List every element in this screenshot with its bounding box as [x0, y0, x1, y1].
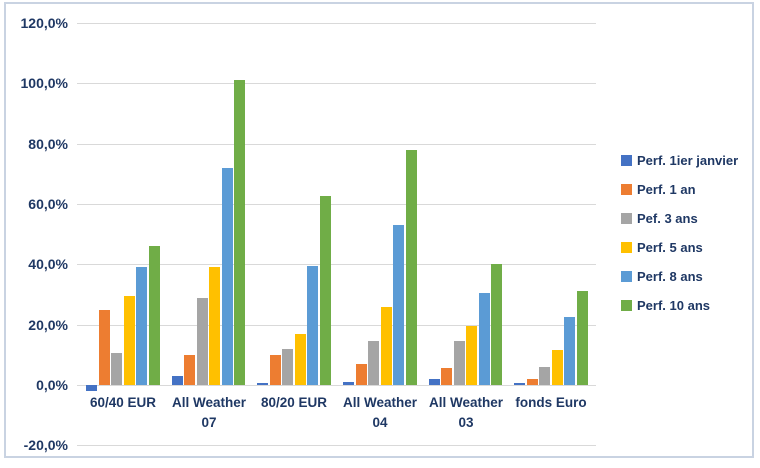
bar-perf-10-ans-all-weather-04 [406, 150, 417, 385]
legend-label: Perf. 5 ans [637, 239, 703, 255]
bar-pef-3-ans-60-40-eur [111, 353, 122, 385]
y-tick-label: 120,0% [20, 15, 68, 31]
legend-item-perf-8-ans: Perf. 8 ans [621, 266, 738, 286]
bar-perf-10-ans-fonds-euro [577, 291, 588, 385]
bar-perf-8-ans-all-weather-07 [222, 168, 233, 385]
gridline-0 [77, 385, 596, 386]
bar-perf-8-ans-80-20-eur [307, 266, 318, 385]
legend-swatch-icon [621, 154, 632, 166]
category-label-line: All Weather [428, 395, 504, 410]
gridline-60 [77, 204, 596, 205]
legend-item-perf-1ier-janvier: Perf. 1ier janvier [621, 150, 738, 170]
category-label-line: 03 [458, 415, 474, 430]
legend-item-perf-1-an: Perf. 1 an [621, 179, 738, 199]
category-label-line: All Weather [342, 395, 418, 410]
bar-perf-5-ans-60-40-eur [124, 296, 135, 385]
legend-label: Perf. 8 ans [637, 268, 703, 284]
bar-perf-8-ans-60-40-eur [136, 267, 147, 385]
y-tick-label: 0,0% [36, 377, 68, 393]
bar-perf-1ier-janvier-all-weather-07 [172, 376, 183, 385]
category-label-all-weather-04: All Weather 04 [335, 393, 425, 433]
bar-pef-3-ans-all-weather-03 [454, 341, 465, 385]
bar-perf-1ier-janvier-fonds-euro [514, 383, 525, 385]
gridline-40 [77, 264, 596, 265]
category-label-line: fonds Euro [515, 395, 587, 410]
category-label-line: 07 [201, 415, 217, 430]
gridline-100 [77, 83, 596, 84]
category-label-all-weather-07: All Weather 07 [164, 393, 254, 433]
bar-perf-1-an-60-40-eur [99, 310, 110, 385]
y-tick-label: 80,0% [28, 136, 68, 152]
bar-perf-1ier-janvier-all-weather-04 [343, 382, 354, 385]
bar-perf-10-ans-all-weather-07 [234, 80, 245, 385]
bar-perf-1-an-80-20-eur [270, 355, 281, 385]
bar-perf-1-an-fonds-euro [527, 379, 538, 385]
bar-perf-1-an-all-weather-07 [184, 355, 195, 385]
legend-label: Perf. 1ier janvier [637, 152, 739, 168]
bar-pef-3-ans-all-weather-07 [197, 298, 208, 385]
legend: Perf. 1ier janvier Perf. 1 an Pef. 3 ans Pe… [621, 150, 738, 324]
bar-perf-1-an-all-weather-03 [441, 368, 452, 385]
legend-swatch-icon [621, 241, 632, 253]
category-label-line: 04 [372, 415, 388, 430]
category-label-line: All Weather [171, 395, 247, 410]
y-tick-label: 100,0% [20, 75, 68, 91]
bar-perf-8-ans-all-weather-03 [479, 293, 490, 385]
legend-swatch-icon [621, 270, 632, 282]
y-tick-label: 20,0% [28, 317, 68, 333]
plot-area: 120,0% 100,0% 80,0% 60,0% 40,0% 20,0% 0,0% -20,… [6, 4, 752, 456]
legend-swatch-icon [621, 299, 632, 311]
chart-frame: 120,0% 100,0% 80,0% 60,0% 40,0% 20,0% 0,0% -20,… [4, 2, 754, 458]
bar-perf-5-ans-all-weather-07 [209, 267, 220, 385]
bar-pef-3-ans-80-20-eur [282, 349, 293, 385]
gridline-20 [77, 325, 596, 326]
bar-perf-10-ans-60-40-eur [149, 246, 160, 385]
legend-label: Perf. 10 ans [637, 297, 710, 313]
bar-perf-5-ans-all-weather-04 [381, 307, 392, 385]
y-tick-label: 40,0% [28, 256, 68, 272]
bar-perf-1-an-all-weather-04 [356, 364, 367, 385]
bar-perf-5-ans-fonds-euro [552, 350, 563, 385]
legend-label: Perf. 1 an [637, 181, 696, 197]
category-label-80-20-eur: 80/20 EUR [249, 393, 339, 413]
category-label-line: 80/20 EUR [260, 395, 328, 410]
bar-perf-8-ans-all-weather-04 [393, 225, 404, 385]
legend-label: Pef. 3 ans [637, 210, 698, 226]
bar-perf-5-ans-80-20-eur [295, 334, 306, 385]
gridline-80 [77, 144, 596, 145]
legend-swatch-icon [621, 212, 632, 224]
category-label-60-40-eur: 60/40 EUR [78, 393, 168, 413]
legend-item-pef-3-ans: Pef. 3 ans [621, 208, 738, 228]
legend-swatch-icon [621, 183, 632, 195]
gridline-120 [77, 23, 596, 24]
bar-perf-10-ans-80-20-eur [320, 196, 331, 385]
bar-perf-1ier-janvier-80-20-eur [257, 383, 268, 385]
bar-pef-3-ans-fonds-euro [539, 367, 550, 385]
bar-perf-8-ans-fonds-euro [564, 317, 575, 385]
bar-perf-10-ans-all-weather-03 [491, 264, 502, 385]
gridline--20 [77, 445, 596, 446]
bar-perf-1ier-janvier-60-40-eur [86, 385, 97, 391]
category-label-line: 60/40 EUR [89, 395, 157, 410]
y-tick-label: 60,0% [28, 196, 68, 212]
category-label-fonds-euro: fonds Euro [506, 393, 596, 413]
legend-item-perf-10-ans: Perf. 10 ans [621, 295, 738, 315]
category-label-all-weather-03: All Weather 03 [421, 393, 511, 433]
bar-pef-3-ans-all-weather-04 [368, 341, 379, 385]
bar-perf-5-ans-all-weather-03 [466, 326, 477, 385]
y-tick-label: -20,0% [23, 437, 68, 453]
bar-perf-1ier-janvier-all-weather-03 [429, 379, 440, 385]
legend-item-perf-5-ans: Perf. 5 ans [621, 237, 738, 257]
